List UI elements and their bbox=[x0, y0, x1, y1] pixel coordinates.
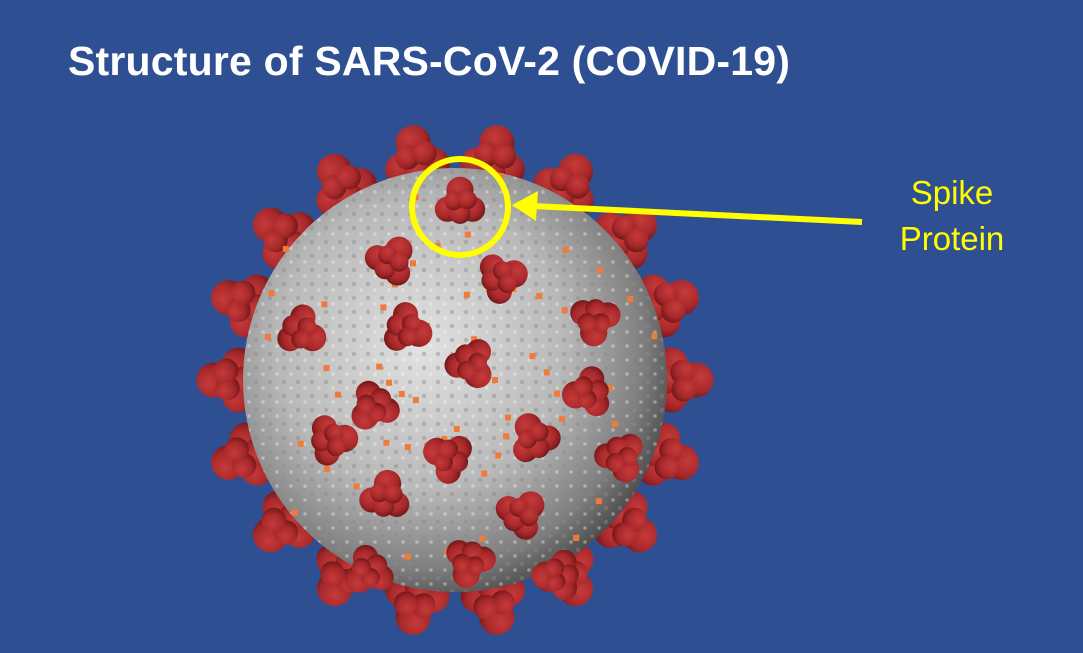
spike-protein bbox=[423, 435, 472, 484]
spike-protein bbox=[594, 433, 643, 483]
spike-protein bbox=[364, 236, 413, 286]
membrane-protein bbox=[536, 293, 543, 300]
membrane-protein bbox=[471, 336, 478, 343]
label-line-protein: Protein bbox=[899, 220, 1005, 257]
membrane-protein bbox=[323, 365, 330, 372]
membrane-protein bbox=[264, 333, 271, 340]
membrane-protein bbox=[497, 173, 504, 180]
membrane-protein bbox=[321, 301, 328, 308]
membrane-protein bbox=[291, 509, 298, 516]
spike-protein bbox=[479, 254, 528, 304]
membrane-protein bbox=[353, 483, 360, 490]
membrane-protein bbox=[627, 296, 634, 303]
highlight-circle bbox=[409, 156, 511, 258]
membrane-protein bbox=[412, 397, 419, 404]
label-line-spike: Spike bbox=[910, 174, 994, 211]
membrane-protein bbox=[376, 363, 383, 370]
membrane-protein bbox=[596, 266, 603, 273]
membrane-protein bbox=[404, 553, 411, 560]
spike-protein-label: Spike Protein bbox=[872, 170, 1032, 262]
spike-protein bbox=[594, 490, 658, 553]
spike-protein bbox=[561, 366, 610, 417]
spike-protein bbox=[513, 413, 561, 463]
membrane-protein bbox=[268, 290, 275, 297]
spike-protein bbox=[570, 299, 621, 347]
membrane-protein bbox=[651, 333, 658, 340]
spike-protein bbox=[531, 549, 579, 601]
membrane-protein bbox=[410, 260, 417, 267]
callout-arrowhead bbox=[512, 191, 538, 221]
membrane-protein bbox=[543, 369, 550, 376]
membrane-protein bbox=[297, 440, 304, 447]
membrane-protein bbox=[479, 535, 486, 542]
spike-protein bbox=[495, 491, 545, 540]
spike-protein bbox=[311, 415, 359, 466]
callout-arrow-shaft bbox=[531, 203, 863, 225]
spike-protein bbox=[344, 544, 394, 593]
membrane-protein bbox=[595, 498, 602, 505]
membrane-protein bbox=[463, 291, 470, 298]
membrane-protein bbox=[464, 231, 471, 238]
membrane-protein bbox=[434, 243, 441, 250]
membrane-protein bbox=[562, 246, 569, 253]
spike-protein bbox=[359, 469, 410, 517]
membrane-protein bbox=[334, 391, 341, 398]
membrane-protein bbox=[503, 433, 510, 440]
membrane-protein bbox=[606, 384, 613, 391]
spike-protein bbox=[444, 339, 492, 389]
membrane-protein bbox=[559, 416, 566, 423]
membrane-protein bbox=[492, 377, 498, 383]
slide-title: Structure of SARS-CoV-2 (COVID-19) bbox=[68, 38, 791, 84]
membrane-protein bbox=[282, 245, 289, 252]
membrane-protein bbox=[504, 414, 511, 421]
membrane-protein bbox=[383, 439, 390, 446]
membrane-protein bbox=[481, 470, 488, 477]
membrane-protein bbox=[323, 466, 330, 473]
spike-protein bbox=[277, 304, 327, 352]
membrane-protein bbox=[495, 452, 502, 459]
membrane-proteins bbox=[264, 173, 658, 560]
membrane-protein bbox=[453, 425, 460, 432]
membrane-texture bbox=[243, 168, 667, 592]
spike-protein bbox=[434, 176, 486, 224]
spike-proteins-front bbox=[277, 176, 643, 601]
membrane-protein bbox=[561, 307, 568, 314]
membrane-protein bbox=[529, 353, 536, 360]
membrane-protein bbox=[441, 436, 448, 443]
spike-protein bbox=[446, 540, 496, 588]
membrane-protein bbox=[612, 420, 619, 427]
membrane-protein bbox=[398, 391, 405, 398]
membrane-protein bbox=[554, 390, 561, 397]
membrane-protein bbox=[386, 379, 393, 386]
membrane-protein bbox=[380, 304, 387, 311]
spike-protein bbox=[351, 380, 400, 430]
membrane-protein bbox=[404, 444, 411, 451]
spike-protein bbox=[383, 302, 433, 351]
membrane-protein bbox=[573, 534, 580, 541]
